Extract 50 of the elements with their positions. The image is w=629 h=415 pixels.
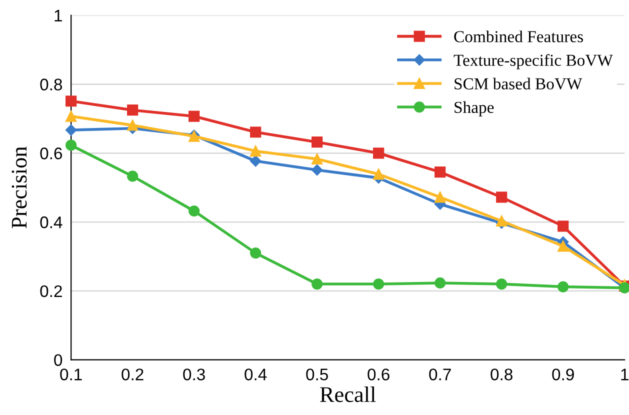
x-tick-label: 0.7 bbox=[429, 368, 451, 380]
point bbox=[250, 146, 262, 157]
point bbox=[496, 278, 508, 290]
y-tick-label: 1 bbox=[54, 10, 62, 22]
point bbox=[558, 281, 569, 292]
y-tick-label: 0.4 bbox=[40, 216, 62, 228]
point bbox=[66, 96, 77, 107]
x-tick-label: 0.3 bbox=[183, 368, 205, 380]
x-tick-label: 1 bbox=[621, 368, 628, 380]
point bbox=[558, 220, 569, 232]
point bbox=[434, 192, 446, 203]
point bbox=[127, 170, 138, 182]
x-tick-label: 0.4 bbox=[244, 368, 267, 380]
legend-label: Texture-specific BoVW bbox=[454, 54, 613, 70]
point bbox=[65, 124, 77, 136]
point bbox=[434, 166, 446, 178]
point bbox=[127, 104, 138, 116]
legend-label: Combined Features bbox=[454, 30, 583, 42]
point bbox=[312, 136, 323, 148]
point bbox=[66, 140, 77, 151]
point bbox=[311, 164, 323, 176]
y-tick-label: 0 bbox=[54, 354, 62, 366]
point bbox=[250, 247, 262, 259]
point bbox=[188, 205, 200, 217]
point bbox=[188, 110, 200, 122]
point bbox=[373, 148, 384, 159]
legend-label: Shape bbox=[454, 101, 494, 116]
x-tick-label: 0.8 bbox=[490, 368, 512, 380]
legend-label: SCM based BoVW bbox=[454, 78, 582, 90]
point bbox=[558, 240, 569, 252]
point bbox=[496, 192, 508, 203]
point bbox=[312, 153, 323, 165]
point bbox=[127, 120, 138, 131]
point bbox=[312, 278, 323, 290]
y-tick-label: 0.8 bbox=[40, 78, 62, 90]
x-tick-label: 0.9 bbox=[552, 368, 574, 380]
y-axis-title: Precision bbox=[12, 146, 27, 228]
y-tick-label: 0.2 bbox=[40, 285, 62, 298]
point bbox=[66, 110, 77, 122]
point bbox=[373, 168, 384, 180]
x-axis-title: Recall bbox=[320, 386, 376, 402]
point bbox=[250, 155, 262, 167]
point bbox=[434, 277, 446, 289]
point bbox=[373, 278, 384, 290]
x-tick-label: 0.1 bbox=[60, 368, 82, 380]
x-tick-label: 0.6 bbox=[368, 368, 390, 380]
point bbox=[250, 126, 262, 138]
x-tick-label: 0.5 bbox=[306, 368, 328, 380]
y-tick-label: 0.6 bbox=[40, 148, 62, 160]
x-tick-label: 0.2 bbox=[122, 368, 144, 380]
